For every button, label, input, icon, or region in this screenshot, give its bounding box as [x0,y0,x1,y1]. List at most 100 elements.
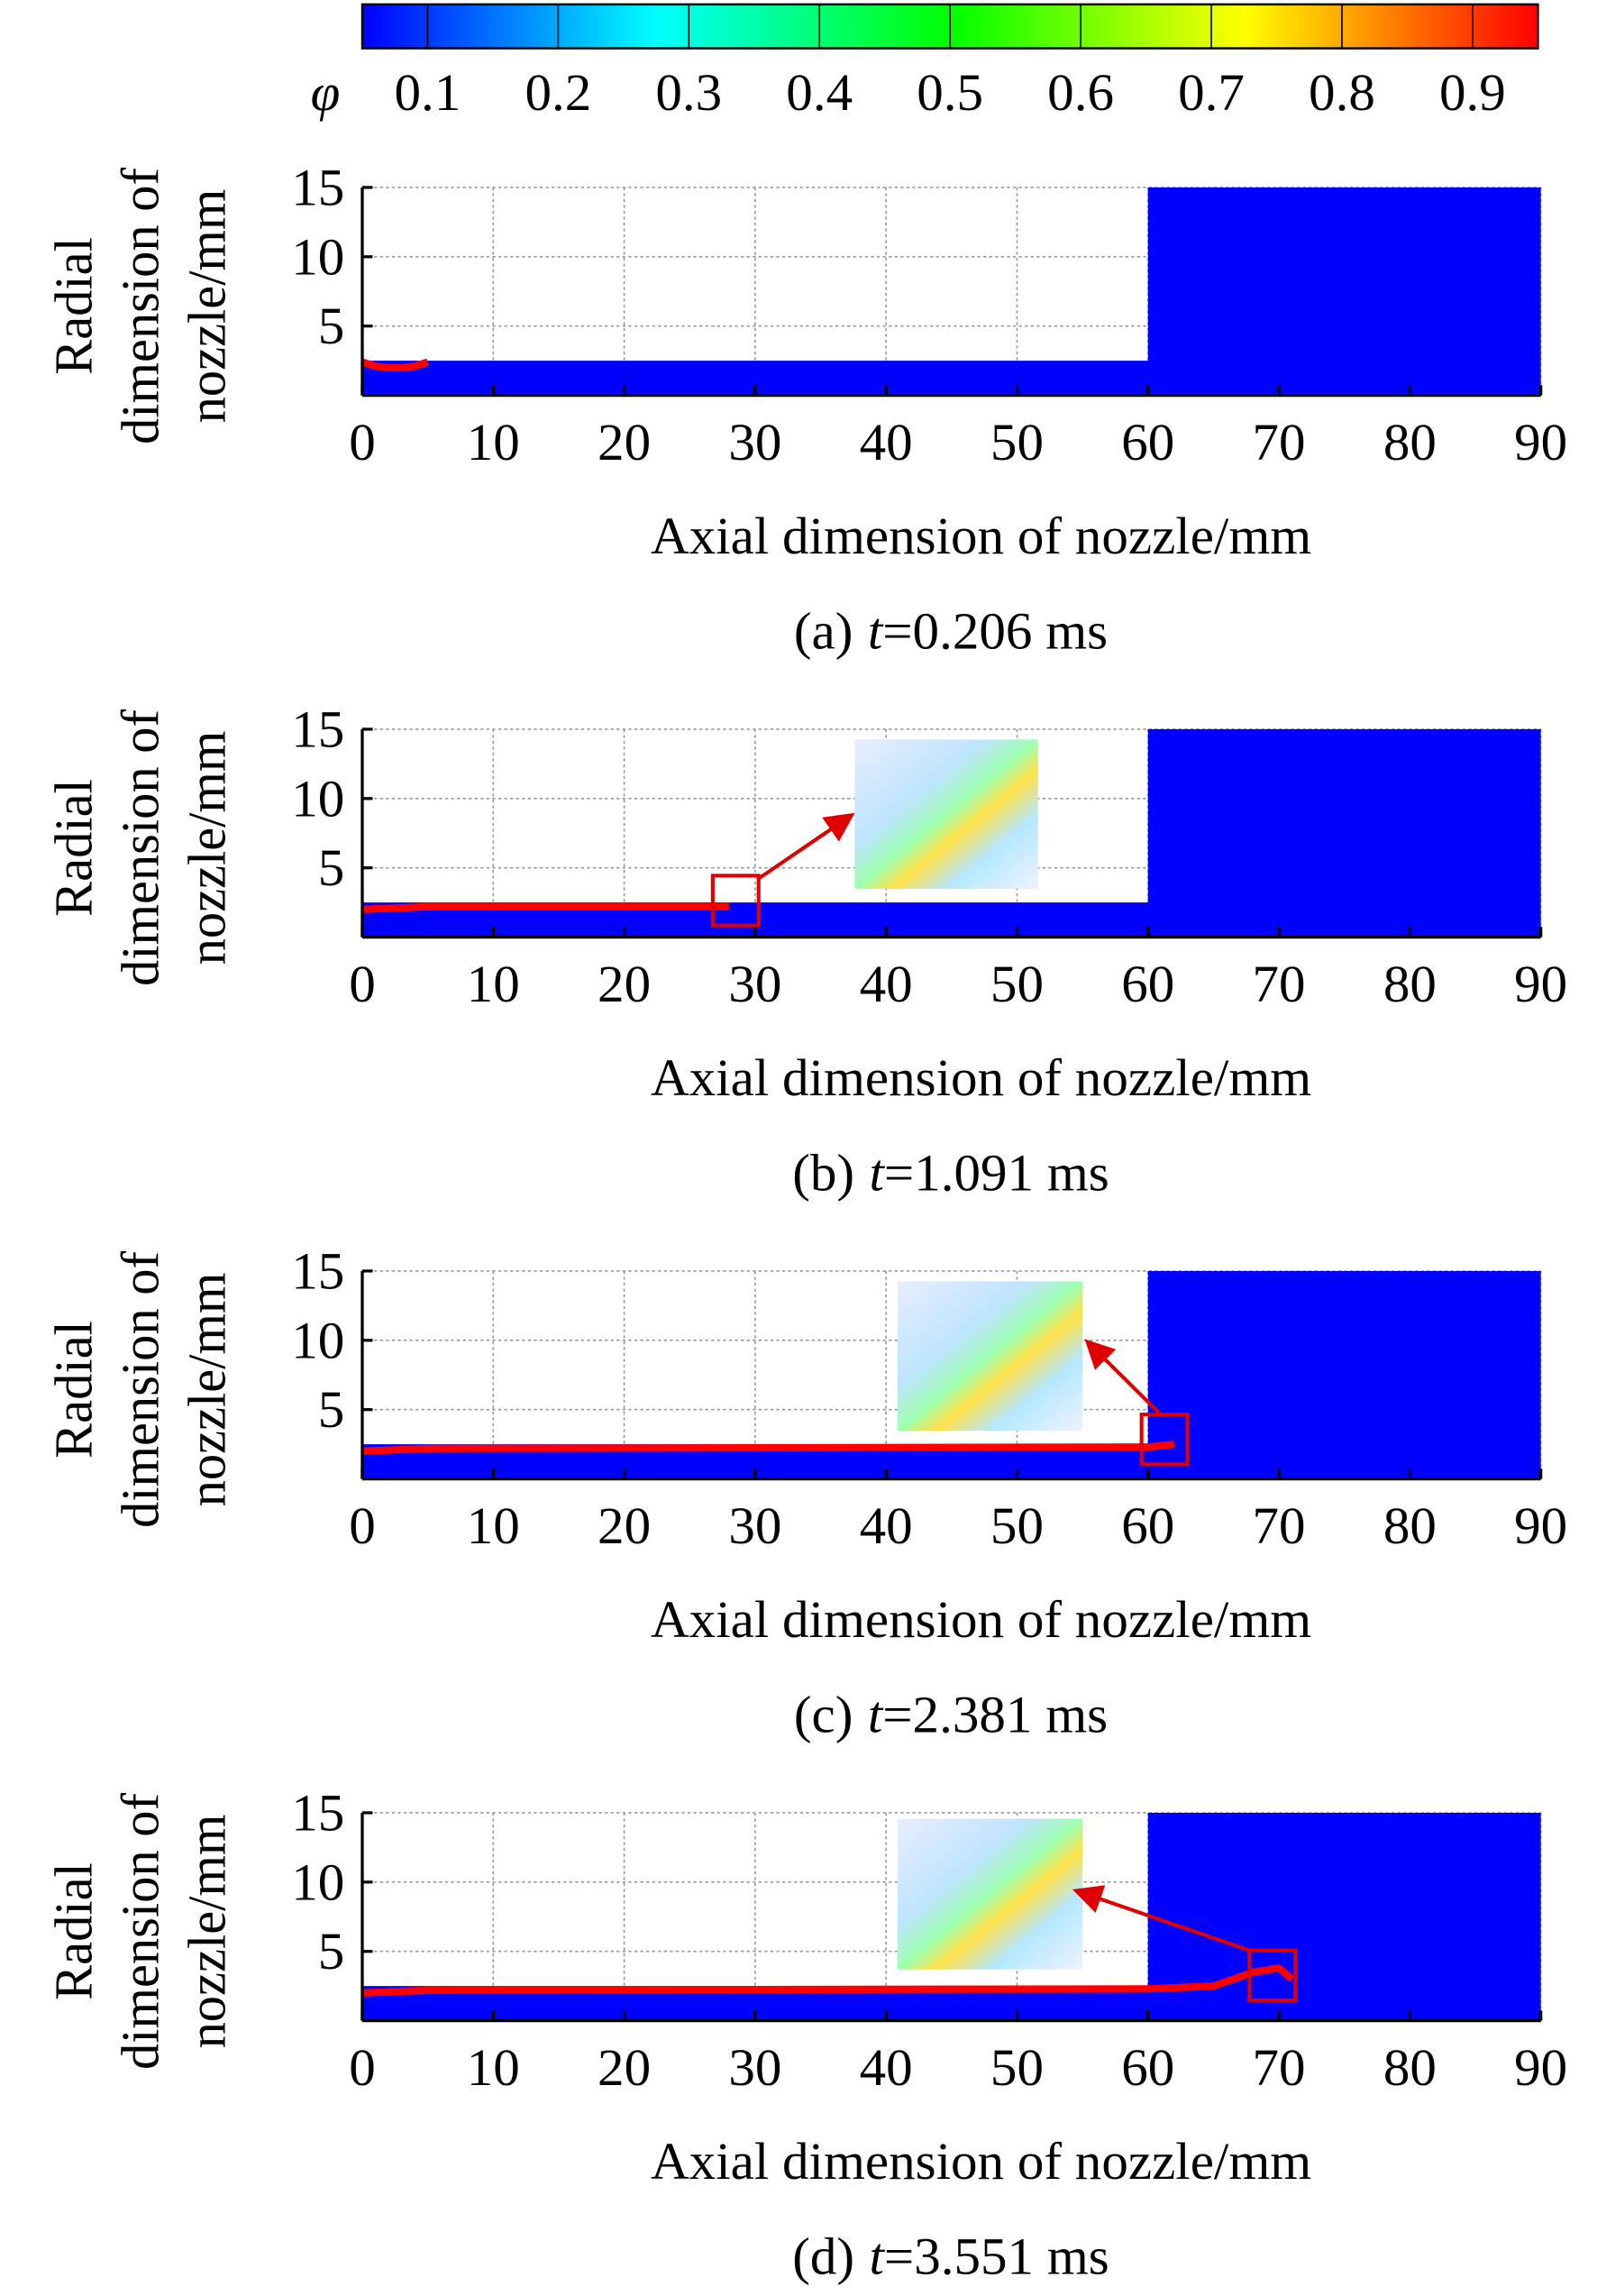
x-tick-label: 30 [728,2038,781,2097]
x-tick-label: 10 [467,1496,520,1555]
y-axis-label-line: dimension of [111,1251,169,1528]
x-tick-label: 90 [1514,955,1567,1013]
x-tick-label: 60 [1121,1496,1174,1555]
x-tick-label: 80 [1383,1496,1437,1555]
jet [361,902,729,913]
panel-caption: (d) t=3.551 ms [792,2227,1109,2286]
y-tick-label: 5 [318,1922,345,1980]
x-tick-label: 80 [1383,2038,1437,2097]
x-tick-label: 10 [467,955,520,1013]
jet [360,358,429,371]
zoom-arrow [757,812,855,881]
caption-variable: t [869,1144,885,1203]
x-tick-label: 0 [349,955,376,1013]
x-tick-label: 0 [349,413,376,471]
fluid-region [361,1812,1541,2021]
caption-value: =2.381 ms [882,1686,1108,1744]
caption-tag: (a) [794,602,853,661]
x-tick-label: 80 [1383,413,1437,471]
y-tick-label: 10 [291,1853,344,1912]
y-axis-label-line: nozzle/mm [178,731,236,965]
x-axis-label: Axial dimension of nozzle/mm [651,507,1311,565]
x-axis-label: Axial dimension of nozzle/mm [651,1590,1311,1649]
caption-variable: t [868,1686,884,1744]
panel-caption: (a) t=0.206 ms [794,602,1108,661]
x-tick-label: 50 [990,413,1044,471]
x-tick-label: 60 [1121,955,1174,1013]
y-axis-label-line: nozzle/mm [178,1273,236,1507]
caption-tag: (d) [792,2227,854,2286]
x-tick-label: 0 [349,1496,376,1555]
y-axis-label-line: nozzle/mm [178,1815,236,2049]
zoom-inset [854,739,1038,889]
caption-variable: t [868,602,884,661]
fluid-region [361,187,1541,396]
x-tick-label: 30 [728,955,781,1013]
y-axis-label: Radial dimension of nozzle/mm [44,709,236,986]
y-tick-label: 5 [318,297,345,355]
y-tick-label: 15 [291,1242,344,1301]
zoom-inset [897,1281,1083,1432]
x-tick-label: 40 [860,955,913,1013]
colorbar-tick-label: 0.1 [395,63,461,122]
zoom-box [1247,1948,1298,2002]
caption-value: =3.551 ms [884,2227,1109,2286]
y-tick-label: 15 [291,700,344,759]
x-tick-label: 70 [1253,1496,1306,1555]
x-tick-label: 20 [598,2038,651,2097]
colorbar-tick-label: 0.8 [1309,63,1375,122]
caption-tag: (b) [792,1144,854,1203]
x-tick-label: 10 [467,413,520,471]
y-tick-label: 15 [291,159,344,217]
y-axis-label-line: nozzle/mm [178,189,236,424]
y-axis-label-line: Radial [44,237,103,375]
colorbar-tick-label: 0.2 [525,63,591,122]
x-tick-label: 90 [1514,413,1567,471]
x-tick-label: 30 [728,1496,781,1555]
y-axis-label-line: dimension of [111,709,169,986]
zoom-box [1139,1413,1190,1467]
x-tick-label: 60 [1121,2038,1174,2097]
y-axis-label-line: Radial [44,1862,103,2000]
colorbar-tick-label: 0.5 [917,63,983,122]
x-tick-label: 70 [1253,413,1306,471]
x-tick-label: 60 [1121,413,1174,471]
caption-variable: t [869,2227,885,2286]
x-tick-label: 70 [1253,955,1306,1013]
x-tick-label: 50 [990,1496,1044,1555]
x-axis-label: Axial dimension of nozzle/mm [651,2132,1311,2191]
colorbar-tick-label: 0.6 [1047,63,1114,122]
colorbar-tick-label: 0.9 [1439,63,1506,122]
fluid-region [361,728,1541,938]
y-axis-label: Radial dimension of nozzle/mm [44,1793,236,2070]
x-tick-label: 90 [1514,2038,1567,2097]
panel-caption: (b) t=1.091 ms [792,1144,1109,1203]
x-tick-label: 30 [728,413,781,471]
x-tick-label: 80 [1383,955,1437,1013]
y-tick-label: 15 [291,1784,344,1843]
x-tick-label: 40 [860,2038,913,2097]
jet [361,1964,1295,1997]
x-tick-label: 40 [860,1496,913,1555]
x-tick-label: 10 [467,2038,520,2097]
y-tick-label: 5 [318,838,345,897]
y-axis-label-line: dimension of [111,168,169,444]
x-tick-label: 20 [598,1496,651,1555]
caption-value: =0.206 ms [882,602,1108,661]
zoom-inset [897,1818,1083,1970]
y-axis-label-line: dimension of [111,1793,169,2070]
y-axis-label-line: Radial [44,779,103,917]
colorbar-tick-label: 0.3 [655,63,722,122]
y-axis-label: Radial dimension of nozzle/mm [44,168,236,444]
y-axis-label-line: Radial [44,1321,103,1459]
y-tick-label: 5 [318,1380,345,1439]
x-tick-label: 20 [598,413,651,471]
y-tick-label: 10 [291,228,344,287]
colorbar-tick-label: 0.7 [1178,63,1245,122]
x-tick-label: 70 [1253,2038,1306,2097]
zoom-box [710,874,761,928]
jet [361,1441,1175,1455]
x-tick-label: 50 [990,2038,1044,2097]
